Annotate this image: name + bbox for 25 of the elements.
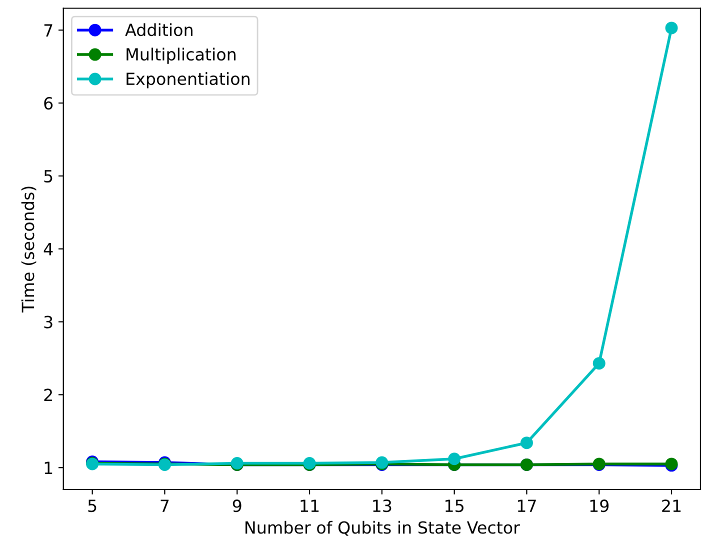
y-tick-label: 1: [44, 462, 52, 474]
legend-label: Addition: [125, 23, 192, 36]
point: [592, 357, 606, 370]
y-tick-label: 5: [44, 170, 52, 183]
y-tick-label: 2: [44, 388, 52, 402]
y-tick-label: 6: [44, 97, 53, 110]
y-axis-title: Time (seconds): [21, 186, 36, 313]
x-tick-label: 7: [160, 500, 169, 512]
y-tick-label: 3: [44, 316, 52, 328]
x-tick-label: 17: [518, 500, 536, 512]
x-tick-label: 9: [232, 500, 242, 512]
point: [448, 452, 461, 466]
x-tick-label: 13: [373, 500, 392, 512]
x-tick-label: 11: [300, 500, 319, 512]
x-tick-label: 19: [590, 500, 609, 512]
point: [520, 436, 533, 450]
x-axis-title: Number of Qubits in State Vector: [246, 520, 520, 536]
x-tick-label: 5: [88, 500, 96, 512]
x-tick-label: 21: [662, 500, 681, 512]
y-tick-label: 7: [44, 24, 52, 36]
legend-label: Exponentiation: [126, 72, 250, 88]
x-tick-label: 15: [446, 500, 464, 512]
y-tick-label: 4: [44, 243, 53, 256]
legend-label: Multiplication: [126, 48, 236, 64]
point: [665, 22, 678, 34]
